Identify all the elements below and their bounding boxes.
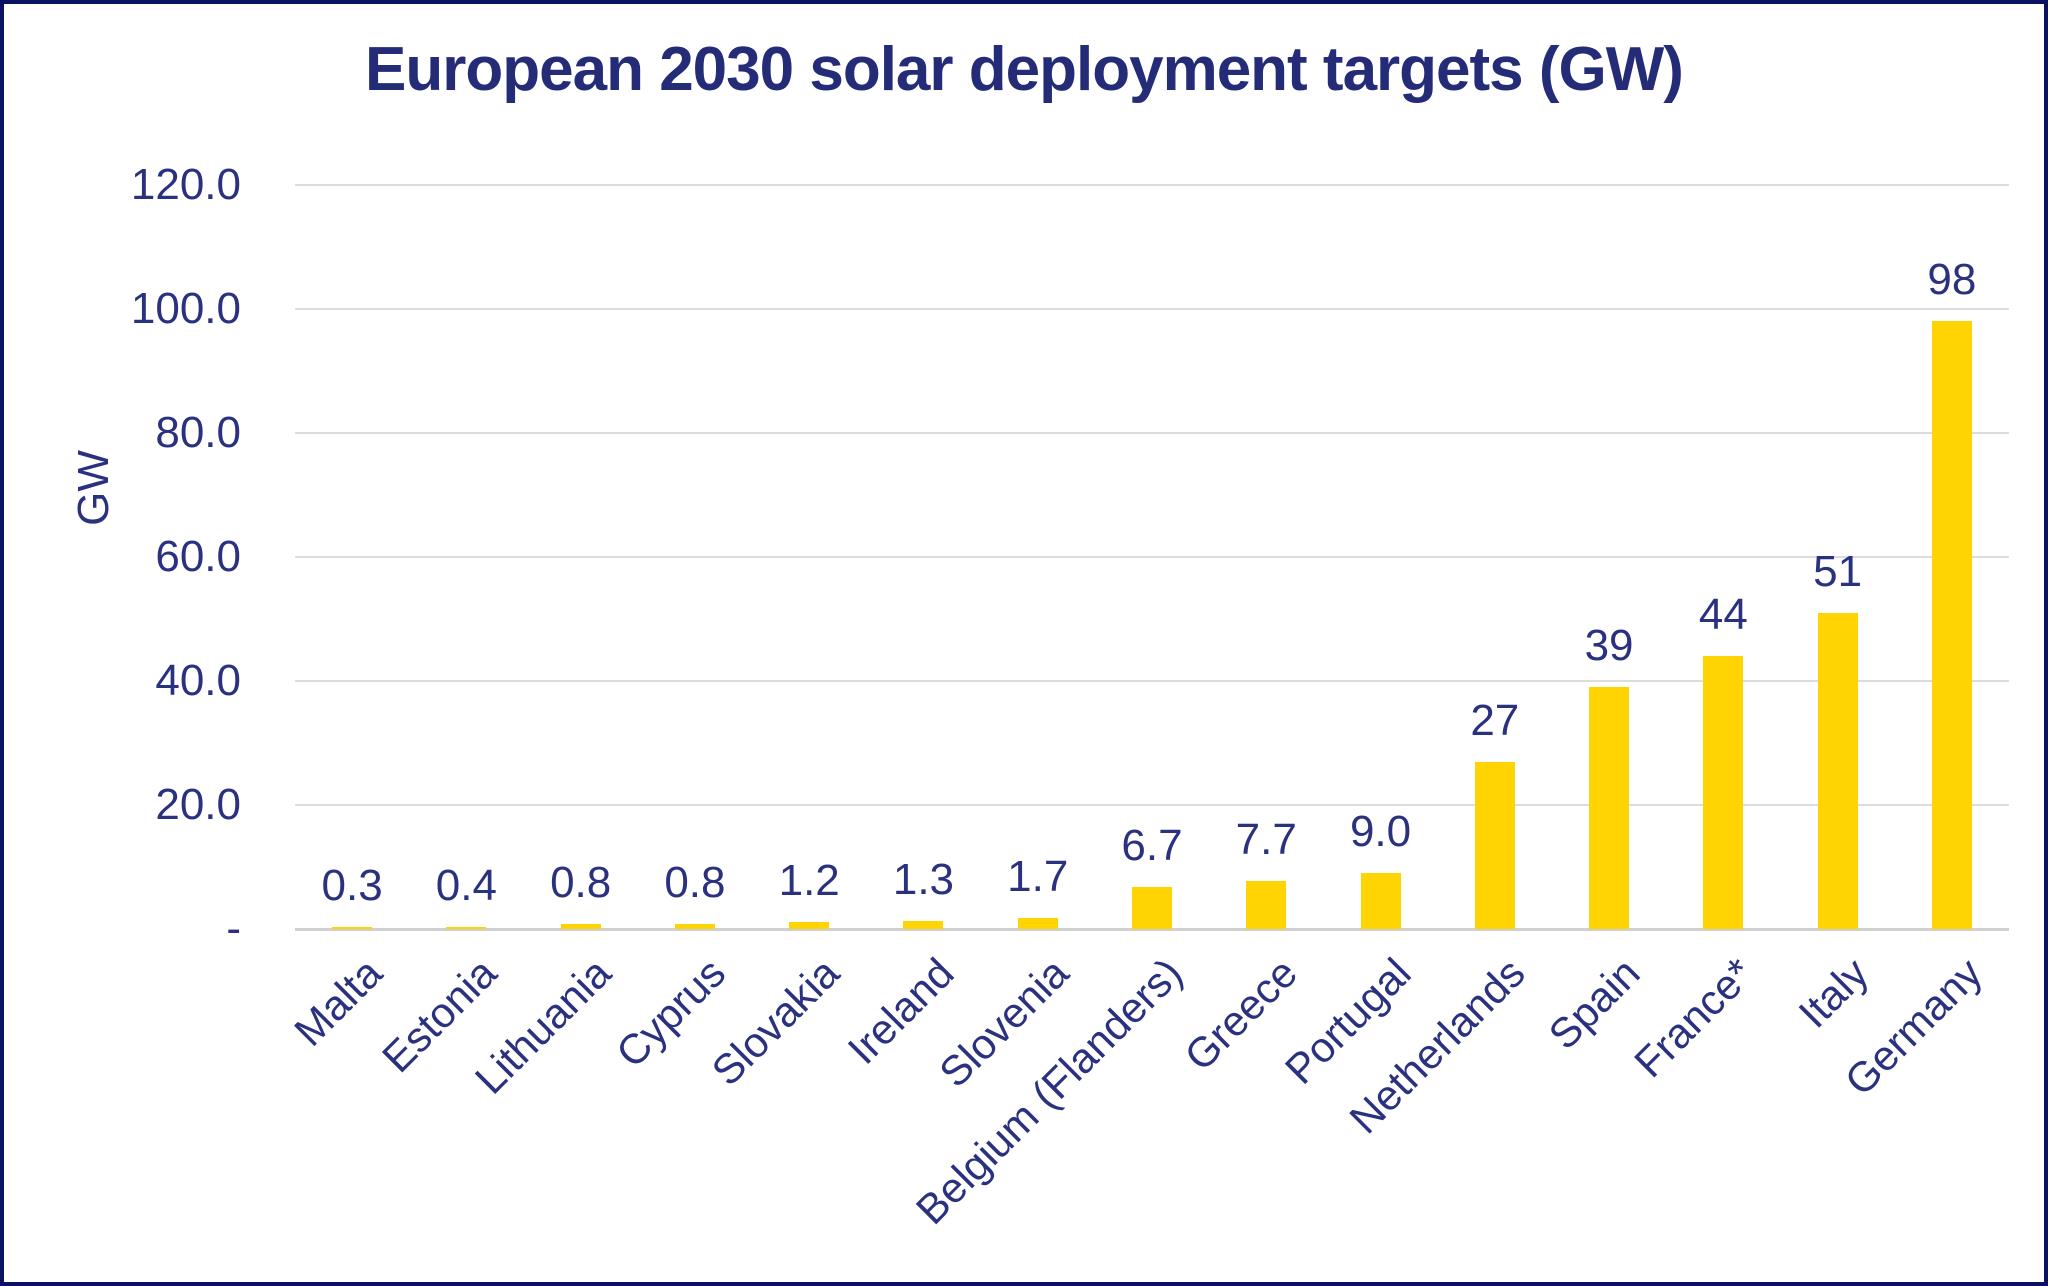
bar-value-label-cyprus: 0.8 <box>664 858 726 908</box>
bar-greece <box>1246 881 1287 929</box>
y-tick-label: 80.0 <box>155 408 241 457</box>
bar-netherlands <box>1474 761 1515 929</box>
bar-value-label-italy: 51 <box>1813 546 1863 596</box>
bar-value-label-ireland: 1.3 <box>892 854 955 904</box>
y-tick-label: - <box>226 904 241 953</box>
y-tick-label: 20.0 <box>155 780 241 829</box>
bar-slovakia <box>789 921 830 929</box>
gridline <box>295 184 2009 186</box>
gridline <box>295 680 2009 682</box>
x-tick-label-malta: Malta <box>285 949 392 1055</box>
gridline <box>295 804 2009 806</box>
bar-value-label-estonia: 0.4 <box>435 860 497 910</box>
y-tick-label: 40.0 <box>155 656 241 705</box>
x-tick-label-spain: Spain <box>1539 949 1649 1059</box>
y-tick-label: 120.0 <box>130 160 241 209</box>
x-axis-baseline <box>295 927 2009 931</box>
x-tick-label-italy: Italy <box>1789 949 1877 1037</box>
bar-value-label-belgium-flanders: 6.7 <box>1121 821 1183 871</box>
bar-spain <box>1589 687 1630 929</box>
bar-value-label-malta: 0.3 <box>321 861 383 911</box>
bar-value-label-france: 44 <box>1698 590 1748 640</box>
bar-belgium-flanders <box>1132 887 1172 929</box>
plot-area: 0.3 0.4 0.8 0.8 1.2 1.3 1.7 6.7 7.7 9.0 27 39 44 51 98 <box>295 184 2009 931</box>
bar-germany <box>1931 321 1972 929</box>
x-tick-label-france: France* <box>1625 949 1763 1087</box>
bar-italy <box>1817 612 1858 929</box>
bar-portugal <box>1360 873 1401 929</box>
gridline <box>295 432 2009 434</box>
bar-value-label-slovakia: 1.2 <box>778 855 840 905</box>
bar-value-label-netherlands: 27 <box>1470 695 1520 745</box>
bar-estonia <box>446 926 487 929</box>
bar-value-label-spain: 39 <box>1584 621 1634 671</box>
bar-malta <box>332 927 373 929</box>
bar-slovenia <box>1017 918 1058 929</box>
bar-value-label-slovenia: 1.7 <box>1007 852 1069 902</box>
y-tick-label: 60.0 <box>155 532 241 581</box>
bar-france <box>1703 656 1744 929</box>
bar-value-label-portugal: 9.0 <box>1349 807 1412 857</box>
y-tick-label: 100.0 <box>130 284 241 333</box>
bar-lithuania <box>560 924 601 929</box>
chart-title: European 2030 solar deployment targets (… <box>365 35 1684 104</box>
bar-cyprus <box>674 924 715 929</box>
gridline <box>295 556 2009 558</box>
bar-value-label-germany: 98 <box>1927 255 1977 305</box>
x-tick-label-slovakia: Slovakia <box>702 949 849 1095</box>
bar-value-label-lithuania: 0.8 <box>550 858 612 908</box>
gridline <box>295 308 2009 310</box>
bar-value-label-greece: 7.7 <box>1235 815 1297 865</box>
bar-ireland <box>903 920 944 929</box>
